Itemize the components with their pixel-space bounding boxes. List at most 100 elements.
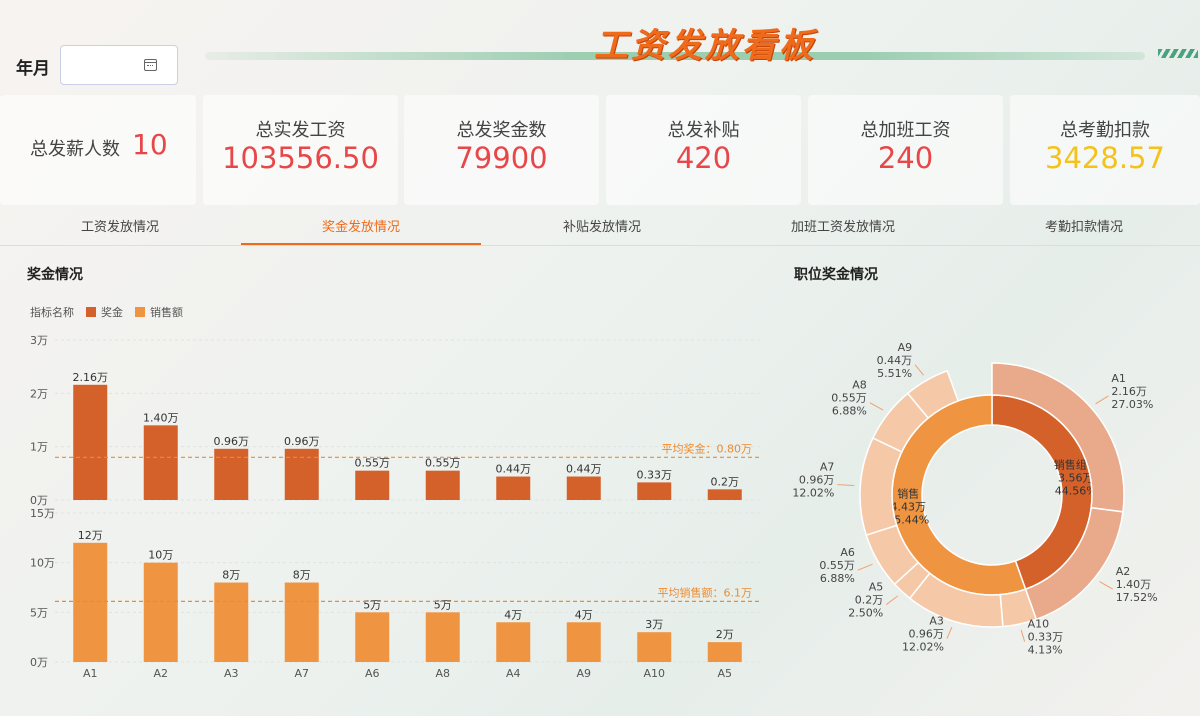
x-tick-label: A5 bbox=[717, 667, 732, 680]
outer-ring-slice bbox=[906, 369, 960, 420]
label-leader-line bbox=[1020, 629, 1026, 642]
y-tick-label: 0万 bbox=[30, 656, 48, 669]
title-decoration-line bbox=[205, 52, 1145, 60]
bar bbox=[496, 476, 531, 500]
position-bonus-section-title: 职位奖金情况 bbox=[794, 267, 878, 283]
position-bonus-sunburst-chart: 销售组长 3.56万 44.56%销售 4.43万 55.44%A1 2.16万 27.03… bbox=[792, 341, 1158, 657]
outer-slice-label: A3 0.96万 12.02% bbox=[902, 615, 944, 654]
x-tick-label: A7 bbox=[294, 667, 309, 680]
kpi-label: 总发补贴 bbox=[667, 120, 740, 141]
outer-slice-label: A7 0.96万 12.02% bbox=[792, 461, 834, 500]
bar bbox=[637, 632, 672, 662]
kpi-card-employee-count: 总发薪人数 10 bbox=[0, 95, 196, 205]
bar bbox=[566, 622, 601, 662]
bar-value-label: 8万 bbox=[293, 569, 311, 582]
kpi-label: 总发奖金数 bbox=[456, 120, 547, 141]
bar-value-label: 3万 bbox=[645, 618, 663, 631]
bar-value-label: 4万 bbox=[504, 608, 522, 621]
bar-value-label: 0.33万 bbox=[637, 468, 673, 481]
y-tick-label: 2万 bbox=[30, 387, 48, 400]
y-tick-label: 15万 bbox=[30, 507, 55, 520]
legend-swatch-sales bbox=[135, 307, 145, 317]
x-tick-label: A10 bbox=[643, 667, 665, 680]
bar bbox=[143, 562, 178, 662]
label-leader-line bbox=[885, 595, 899, 606]
bar-value-label: 10万 bbox=[148, 549, 173, 562]
bar-value-label: 0.44万 bbox=[566, 463, 602, 476]
label-leader-line bbox=[869, 402, 884, 411]
kpi-row: 总发薪人数 10 总实发工资 103556.50 总发奖金数 79900 总发补… bbox=[0, 95, 1200, 205]
bar bbox=[707, 642, 742, 662]
tab-allowance[interactable]: 补贴发放情况 bbox=[562, 220, 641, 235]
x-tick-label: A3 bbox=[224, 667, 239, 680]
bar bbox=[143, 425, 178, 500]
bar bbox=[355, 612, 390, 662]
chart-legend: 指标名称 奖金 销售额 bbox=[30, 304, 183, 320]
label-leader-line bbox=[857, 563, 873, 571]
outer-slice-label: A9 0.44万 5.51% bbox=[877, 341, 913, 380]
label-leader-line bbox=[1095, 395, 1109, 405]
inner-slice-label: 销售 4.43万 55.44% bbox=[887, 486, 929, 526]
bar-value-label: 8万 bbox=[222, 569, 240, 582]
kpi-value: 240 bbox=[877, 141, 934, 175]
legend-title: 指标名称 bbox=[30, 306, 74, 319]
outer-slice-label: A1 2.16万 27.03% bbox=[1111, 372, 1153, 411]
average-label: 平均销售额：6.1万 bbox=[658, 585, 753, 599]
bar bbox=[214, 448, 249, 500]
kpi-label: 总加班工资 bbox=[860, 120, 951, 141]
bar-value-label: 0.55万 bbox=[355, 457, 391, 470]
bar bbox=[566, 476, 601, 500]
tab-attendance-deduction[interactable]: 考勤扣款情况 bbox=[1044, 220, 1123, 235]
bar bbox=[214, 582, 249, 662]
tab-overtime[interactable]: 加班工资发放情况 bbox=[790, 220, 895, 235]
kpi-card-overtime-total: 总加班工资 240 bbox=[808, 95, 1003, 205]
kpi-card-bonus-total: 总发奖金数 79900 bbox=[404, 95, 599, 205]
y-tick-label: 5万 bbox=[30, 606, 48, 619]
kpi-card-allowance-total: 总发补贴 420 bbox=[606, 95, 801, 205]
legend-label-bonus[interactable]: 奖金 bbox=[101, 306, 123, 319]
bar-value-label: 0.2万 bbox=[711, 475, 740, 488]
bonus-sales-bar-chart: 0万 1万 2万 3万 2.16万 1.40万 0.96万 0.96万 0.55万 0.55万 0.… bbox=[30, 334, 760, 680]
label-leader-line bbox=[837, 484, 855, 487]
kpi-value: 3428.57 bbox=[1045, 141, 1165, 175]
tab-salary[interactable]: 工资发放情况 bbox=[80, 220, 159, 235]
bar-value-label: 2.16万 bbox=[73, 371, 109, 384]
page-title: 工资发放看板 bbox=[594, 26, 816, 66]
bar bbox=[637, 482, 672, 500]
kpi-card-net-salary: 总实发工资 103556.50 bbox=[203, 95, 398, 205]
legend-label-sales[interactable]: 销售额 bbox=[150, 306, 183, 319]
legend-swatch-bonus bbox=[86, 307, 96, 317]
bar-value-label: 4万 bbox=[575, 608, 593, 621]
tab-bar: 工资发放情况 奖金发放情况 补贴发放情况 加班工资发放情况 考勤扣款情况 bbox=[0, 210, 1200, 246]
x-tick-label: A1 bbox=[83, 667, 98, 680]
kpi-value: 79900 bbox=[455, 141, 548, 175]
bar bbox=[707, 489, 742, 500]
kpi-value: 10 bbox=[132, 128, 168, 161]
x-tick-label: A8 bbox=[435, 667, 450, 680]
bar bbox=[425, 470, 460, 500]
bonus-section-title: 奖金情况 bbox=[27, 267, 83, 283]
kpi-label: 总考勤扣款 bbox=[1060, 120, 1150, 141]
bar bbox=[73, 542, 108, 662]
year-month-picker[interactable] bbox=[60, 45, 178, 85]
kpi-value: 420 bbox=[675, 141, 732, 175]
x-tick-label: A4 bbox=[506, 667, 521, 680]
header: 年月 工资发放看板 bbox=[0, 0, 1200, 95]
kpi-value: 103556.50 bbox=[222, 141, 379, 175]
y-tick-label: 3万 bbox=[30, 334, 48, 347]
y-tick-label: 10万 bbox=[30, 557, 55, 570]
tab-bonus[interactable]: 奖金发放情况 bbox=[241, 210, 481, 245]
bar-value-label: 5万 bbox=[363, 598, 381, 611]
label-leader-line bbox=[946, 626, 953, 639]
outer-slice-label: A10 0.33万 4.13% bbox=[1028, 618, 1064, 657]
x-tick-label: A9 bbox=[576, 667, 591, 680]
bar bbox=[284, 582, 319, 662]
bar bbox=[496, 622, 531, 662]
bar-value-label: 1.40万 bbox=[143, 411, 179, 424]
calendar-icon[interactable] bbox=[144, 59, 157, 71]
bar-value-label: 0.96万 bbox=[214, 435, 250, 448]
outer-slice-label: A2 1.40万 17.52% bbox=[1116, 565, 1158, 604]
bar-value-label: 0.96万 bbox=[284, 435, 320, 448]
bar bbox=[425, 612, 460, 662]
outer-slice-label: A6 0.55万 6.88% bbox=[819, 546, 855, 585]
